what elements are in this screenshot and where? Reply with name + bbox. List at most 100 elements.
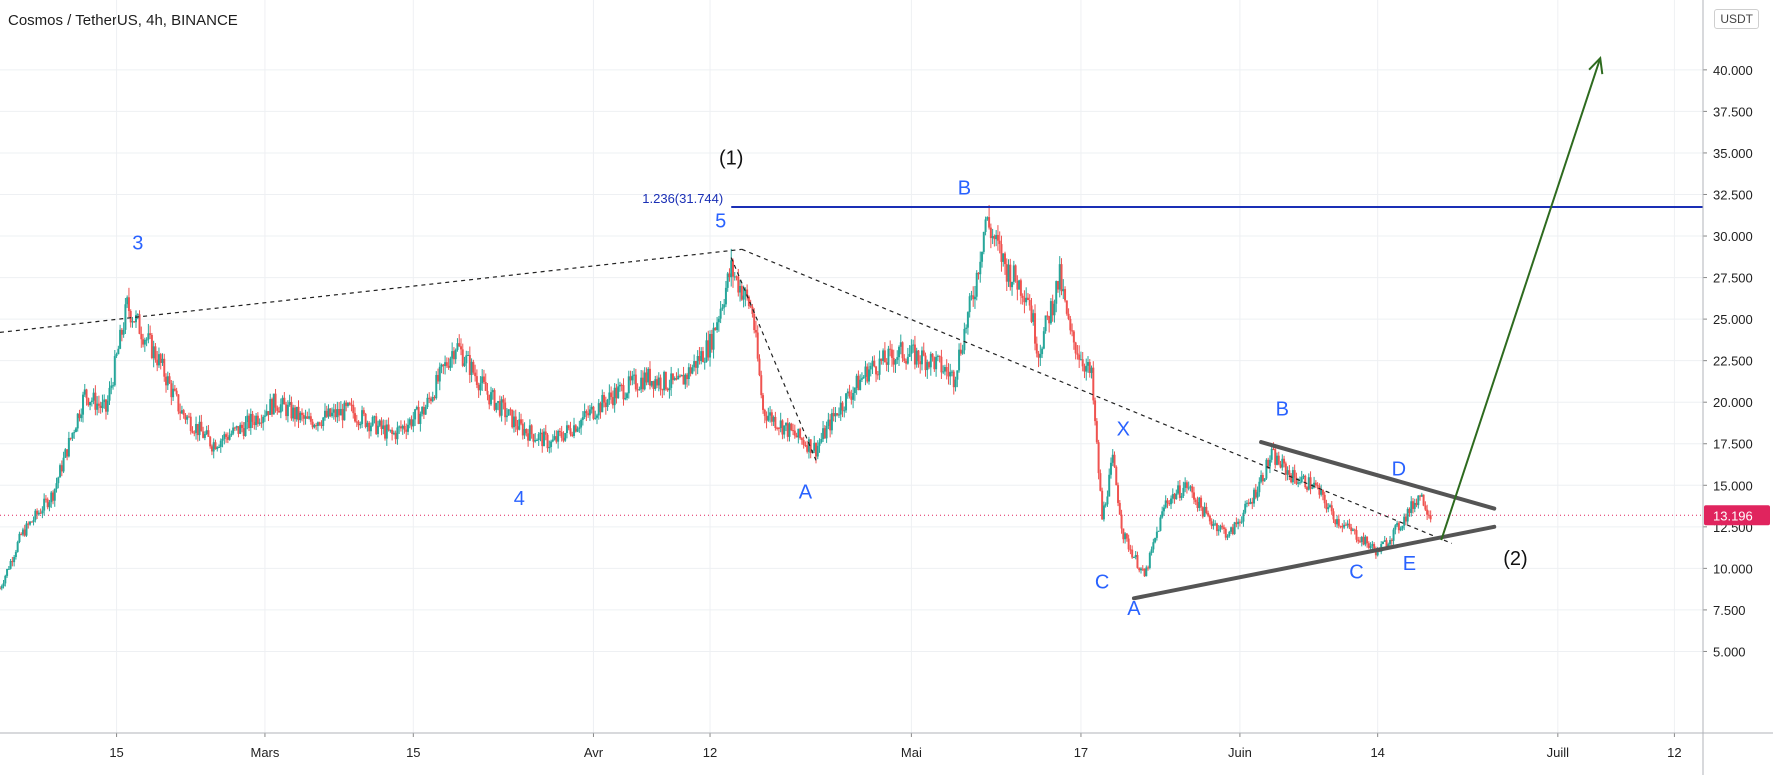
candle-body [1328, 505, 1331, 508]
candle-body [354, 413, 357, 422]
candle-body [587, 413, 590, 416]
candle-body [804, 444, 807, 446]
candle-body [712, 327, 715, 350]
candle-body [694, 361, 697, 368]
candle-body [509, 409, 512, 411]
candle-body [203, 434, 206, 438]
candle-body [852, 392, 855, 400]
candle-body [608, 392, 611, 400]
candle-body [399, 426, 402, 429]
candle-body [334, 409, 337, 418]
candle-body [620, 384, 623, 386]
candle-body [795, 435, 798, 438]
candle-body [626, 393, 629, 398]
candle-body [786, 422, 789, 437]
candle-body [1162, 507, 1165, 512]
candle-body [823, 428, 826, 439]
candle-body [1298, 482, 1301, 484]
candle-body [647, 368, 650, 383]
candle-body [892, 357, 895, 365]
candle-body [1122, 528, 1125, 540]
candle-body [223, 434, 226, 439]
candle-body [959, 349, 962, 354]
candle-body [633, 374, 636, 376]
candle-body [924, 355, 927, 371]
candle-body [202, 431, 205, 438]
candle-body [306, 416, 309, 419]
candle-body [474, 372, 477, 377]
candle-body [459, 346, 462, 350]
candle-body [657, 377, 660, 386]
candle-body [1189, 486, 1192, 488]
candle-body [717, 318, 720, 323]
candle-body [670, 373, 673, 388]
candle-body [272, 393, 275, 415]
candle-body [710, 333, 713, 350]
candle-body [1404, 516, 1407, 522]
candle-body [285, 404, 288, 417]
candle-body [1371, 544, 1374, 546]
currency-button[interactable]: USDT [1714, 9, 1759, 29]
candle-body [585, 411, 588, 414]
candle-body [1159, 517, 1162, 531]
candle-body [368, 422, 371, 432]
candle-body [747, 296, 750, 307]
candle-body [1263, 478, 1266, 482]
candle-body [498, 401, 501, 416]
candle-body [516, 426, 519, 430]
candle-body [894, 359, 897, 365]
candle-body [1426, 509, 1429, 515]
candle-body [772, 416, 775, 422]
candle-body [376, 425, 379, 435]
candle-body [108, 387, 111, 401]
candle-body [1279, 464, 1282, 468]
candle-body [1316, 485, 1319, 487]
candle-body [387, 424, 390, 431]
candle-body [610, 392, 613, 398]
candle-body [1373, 544, 1376, 549]
y-tick-label: 10.000 [1713, 561, 1753, 576]
candle-body [806, 445, 809, 452]
candle-body [414, 409, 417, 420]
candle-body [249, 413, 252, 429]
candle-body [781, 420, 784, 435]
candle-body [1353, 529, 1356, 531]
dashed-trendline [741, 248, 1453, 544]
candle-body [827, 419, 830, 426]
triangle-trendline [1131, 524, 1497, 601]
candle-body [903, 358, 906, 361]
candle-body [1343, 524, 1346, 528]
candle-body [875, 366, 878, 375]
candle-body [338, 409, 341, 416]
candle-body [1327, 507, 1330, 510]
candle-body [1295, 477, 1298, 484]
candle-body [421, 406, 424, 414]
candle-body [69, 437, 72, 439]
candle-body [362, 410, 365, 414]
candle-body [530, 425, 533, 435]
candle-body [276, 407, 279, 411]
candle-body [984, 219, 987, 232]
candle-body [1230, 527, 1233, 532]
candle-body [1198, 497, 1201, 508]
candle-body [869, 365, 872, 370]
candle-body [590, 406, 593, 410]
candle-body [318, 422, 321, 425]
candle-body [226, 436, 229, 440]
candle-body [822, 428, 825, 440]
candle-body [1245, 502, 1248, 504]
candle-body [760, 375, 763, 396]
candle-body [0, 588, 1, 590]
candle-body [557, 430, 560, 442]
candle-body [1026, 297, 1029, 301]
candle-body [1249, 501, 1252, 505]
candle-body [873, 360, 876, 367]
candle-body [1212, 524, 1215, 526]
candle-body [366, 422, 369, 427]
candle-body [1424, 505, 1427, 510]
candle-body [325, 410, 328, 417]
candle-body [1132, 557, 1135, 559]
candle-body [528, 425, 531, 441]
candle-body [142, 339, 145, 345]
